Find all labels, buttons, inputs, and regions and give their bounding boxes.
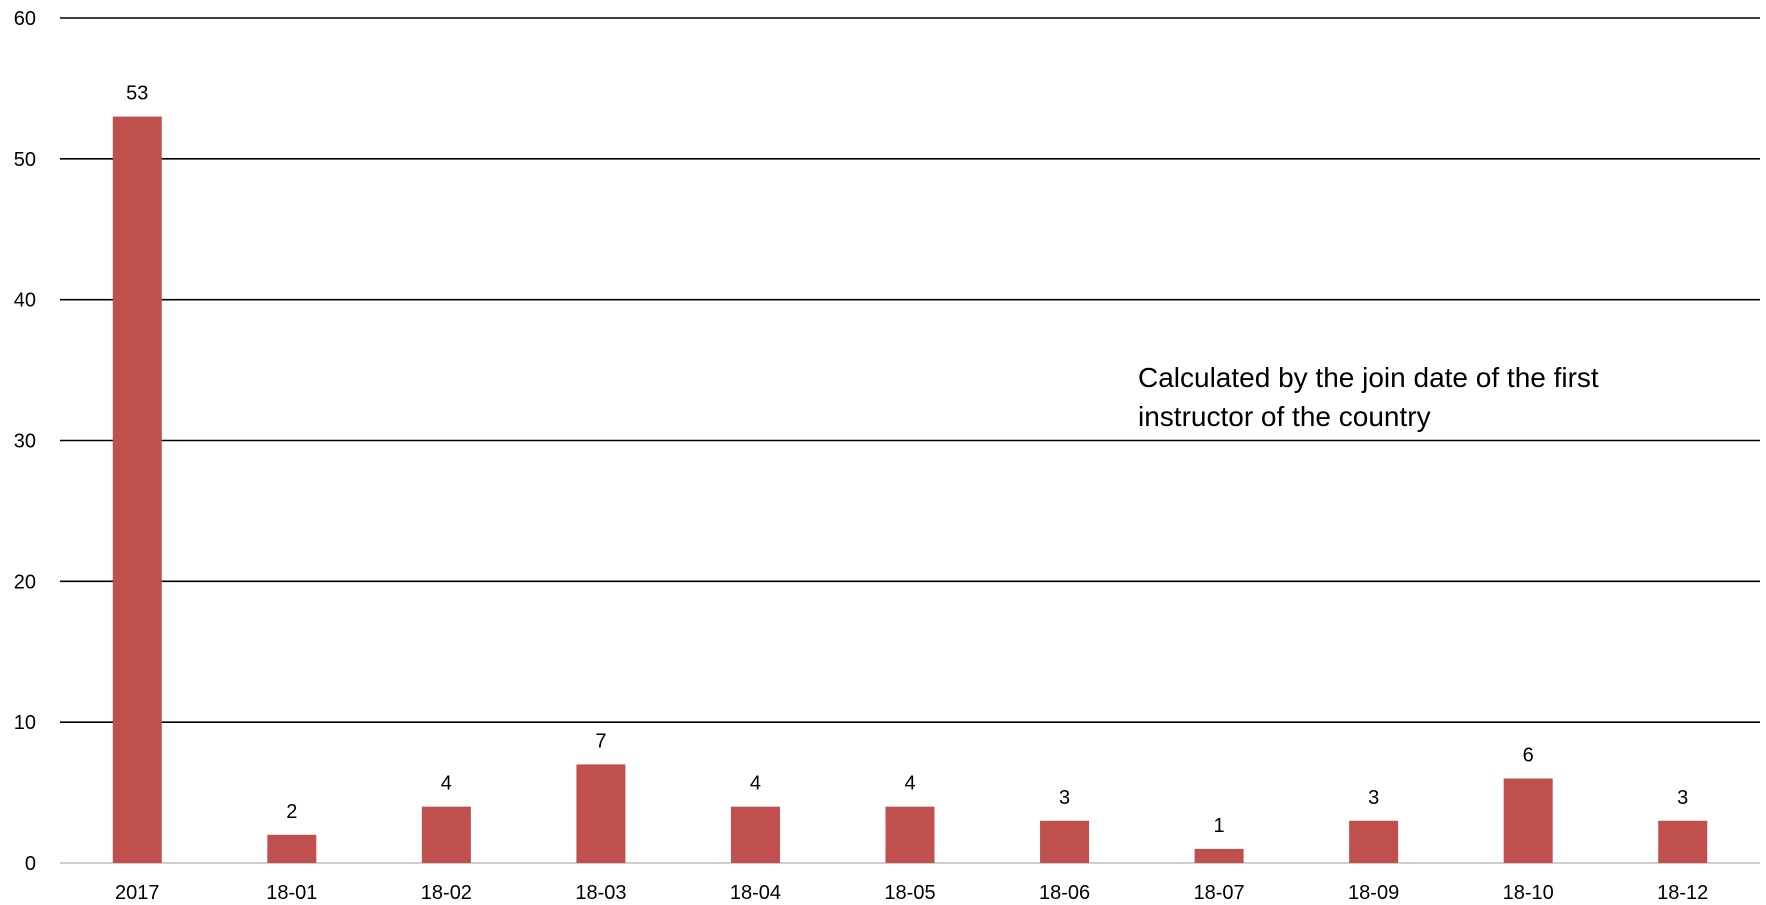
data-label: 1 bbox=[1214, 815, 1225, 837]
y-tick-label: 10 bbox=[14, 712, 36, 734]
x-tick-label: 18-10 bbox=[1503, 882, 1554, 904]
x-tick-label: 18-06 bbox=[1039, 882, 1090, 904]
data-label: 4 bbox=[441, 773, 452, 795]
chart-annotation: Calculated by the join date of the first… bbox=[1138, 362, 1599, 432]
y-tick-label: 30 bbox=[14, 431, 36, 453]
x-tick-label: 18-01 bbox=[266, 882, 317, 904]
x-tick-label: 18-04 bbox=[730, 882, 781, 904]
bar bbox=[421, 806, 471, 863]
bar bbox=[1658, 820, 1708, 863]
bar bbox=[1503, 778, 1553, 863]
y-tick-label: 50 bbox=[14, 149, 36, 171]
bar bbox=[1194, 848, 1244, 863]
data-label: 4 bbox=[904, 773, 915, 795]
bar bbox=[576, 764, 626, 863]
x-tick-label: 18-09 bbox=[1348, 882, 1399, 904]
bar bbox=[267, 834, 317, 863]
x-tick-label: 18-07 bbox=[1194, 882, 1245, 904]
bar bbox=[1349, 820, 1399, 863]
data-label: 3 bbox=[1677, 787, 1688, 809]
y-tick-label: 60 bbox=[14, 8, 36, 30]
data-label: 2 bbox=[286, 801, 297, 823]
data-label: 53 bbox=[126, 83, 148, 105]
data-label: 4 bbox=[750, 773, 761, 795]
y-tick-label: 20 bbox=[14, 571, 36, 593]
y-tick-label: 40 bbox=[14, 290, 36, 312]
bar bbox=[1040, 820, 1090, 863]
x-tick-label: 2017 bbox=[115, 882, 160, 904]
bar bbox=[730, 806, 780, 863]
x-tick-label: 18-05 bbox=[884, 882, 935, 904]
x-tick-label: 18-03 bbox=[575, 882, 626, 904]
data-label: 7 bbox=[595, 730, 606, 752]
x-tick-label: 18-02 bbox=[421, 882, 472, 904]
x-tick-label: 18-12 bbox=[1657, 882, 1708, 904]
y-tick-label: 0 bbox=[25, 853, 36, 875]
data-label: 3 bbox=[1059, 787, 1070, 809]
bar bbox=[112, 116, 162, 864]
bar bbox=[885, 806, 935, 863]
data-label: 6 bbox=[1523, 745, 1534, 767]
data-label: 3 bbox=[1368, 787, 1379, 809]
